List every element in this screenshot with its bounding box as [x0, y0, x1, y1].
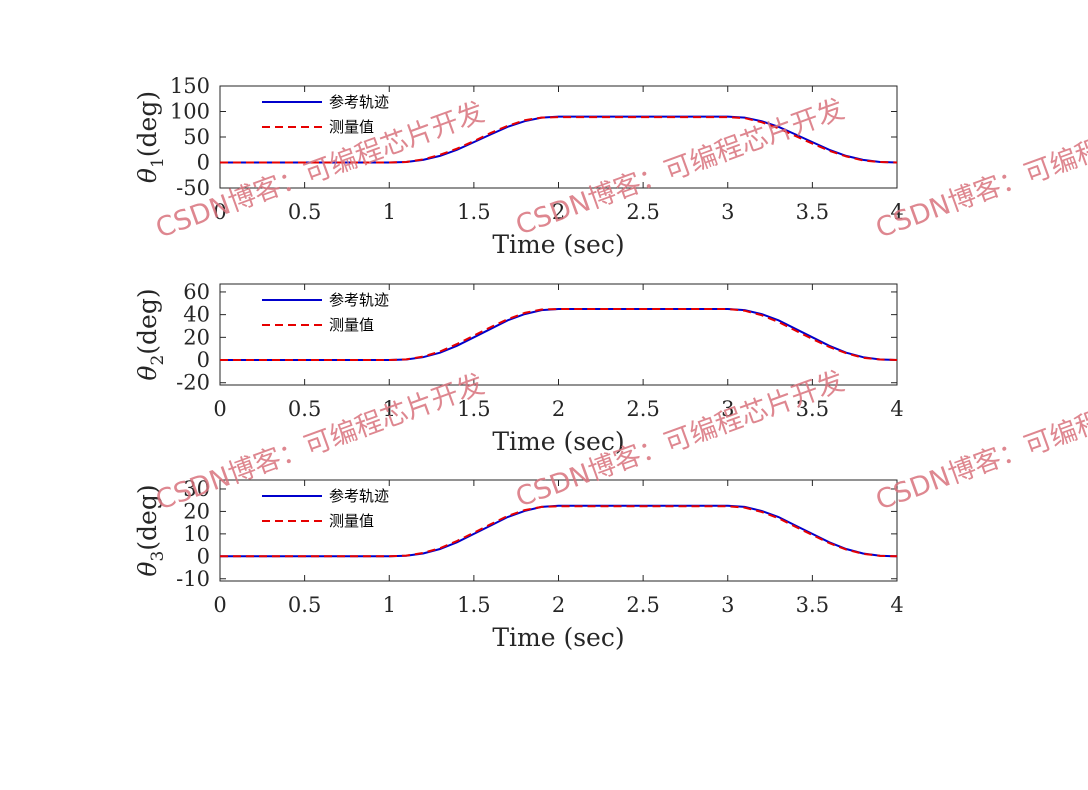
- x-tick-label: 4: [890, 200, 903, 224]
- legend-label: 测量值: [329, 316, 374, 334]
- x-tick-label: 2: [552, 593, 565, 617]
- y-tick-label: 0: [197, 151, 210, 175]
- x-tick-label: 0: [213, 200, 226, 224]
- x-tick-label: 4: [890, 593, 903, 617]
- legend-label: 测量值: [329, 512, 374, 530]
- x-tick-label: 1: [383, 200, 396, 224]
- y-axis-symbol: θ: [133, 168, 162, 183]
- y-axis-symbol: θ: [133, 366, 162, 381]
- x-tick-label: 3.5: [796, 200, 829, 224]
- y-tick-label: 0: [197, 348, 210, 372]
- y-tick-label: 10: [183, 522, 210, 546]
- y-tick-label: 150: [170, 74, 210, 98]
- x-tick-label: 1: [383, 397, 396, 421]
- x-tick-label: 1.5: [457, 397, 490, 421]
- y-axis-unit: (deg): [133, 484, 162, 550]
- x-axis-title: Time (sec): [492, 623, 624, 652]
- y-tick-label: 100: [170, 100, 210, 124]
- x-tick-label: 1: [383, 593, 396, 617]
- x-axis-title: Time (sec): [492, 427, 624, 456]
- y-axis-subscript: 2: [148, 355, 168, 366]
- x-tick-label: 3.5: [796, 397, 829, 421]
- y-tick-label: -50: [176, 176, 210, 200]
- x-tick-label: 2.5: [626, 397, 659, 421]
- y-tick-label: -10: [176, 567, 210, 591]
- x-tick-label: 1.5: [457, 593, 490, 617]
- x-tick-label: 0.5: [288, 397, 321, 421]
- series-line-measured: [220, 116, 897, 164]
- y-tick-label: 30: [183, 477, 210, 501]
- x-tick-label: 2: [552, 200, 565, 224]
- y-axis-title: θ2(deg): [133, 288, 168, 380]
- legend-label: 测量值: [329, 118, 374, 136]
- x-tick-label: 0.5: [288, 593, 321, 617]
- series-line-measured: [220, 308, 897, 361]
- x-tick-label: 1.5: [457, 200, 490, 224]
- y-axis-unit: (deg): [133, 91, 162, 157]
- legend-label: 参考轨迹: [329, 487, 389, 505]
- x-axis-title: Time (sec): [492, 230, 624, 259]
- y-axis-symbol: θ: [133, 562, 162, 577]
- x-tick-label: 3: [721, 200, 734, 224]
- y-axis-title: θ1(deg): [133, 91, 168, 183]
- x-tick-label: 3.5: [796, 593, 829, 617]
- series-line-measured: [220, 505, 897, 558]
- x-tick-label: 3: [721, 397, 734, 421]
- x-tick-label: 0: [213, 593, 226, 617]
- y-tick-label: 60: [183, 280, 210, 304]
- x-tick-label: 0: [213, 397, 226, 421]
- y-axis-subscript: 3: [148, 551, 168, 562]
- y-tick-label: -20: [176, 371, 210, 395]
- legend-label: 参考轨迹: [329, 93, 389, 111]
- y-tick-label: 50: [183, 125, 210, 149]
- y-tick-label: 0: [197, 544, 210, 568]
- y-tick-label: 20: [183, 325, 210, 349]
- y-axis-unit: (deg): [133, 288, 162, 354]
- x-tick-label: 2: [552, 397, 565, 421]
- y-tick-label: 40: [183, 303, 210, 327]
- x-tick-label: 3: [721, 593, 734, 617]
- y-axis-subscript: 1: [148, 157, 168, 168]
- legend-label: 参考轨迹: [329, 291, 389, 309]
- x-tick-label: 2.5: [626, 200, 659, 224]
- x-tick-label: 2.5: [626, 593, 659, 617]
- x-tick-label: 4: [890, 397, 903, 421]
- x-tick-label: 0.5: [288, 200, 321, 224]
- y-tick-label: 20: [183, 499, 210, 523]
- y-axis-title: θ3(deg): [133, 484, 168, 576]
